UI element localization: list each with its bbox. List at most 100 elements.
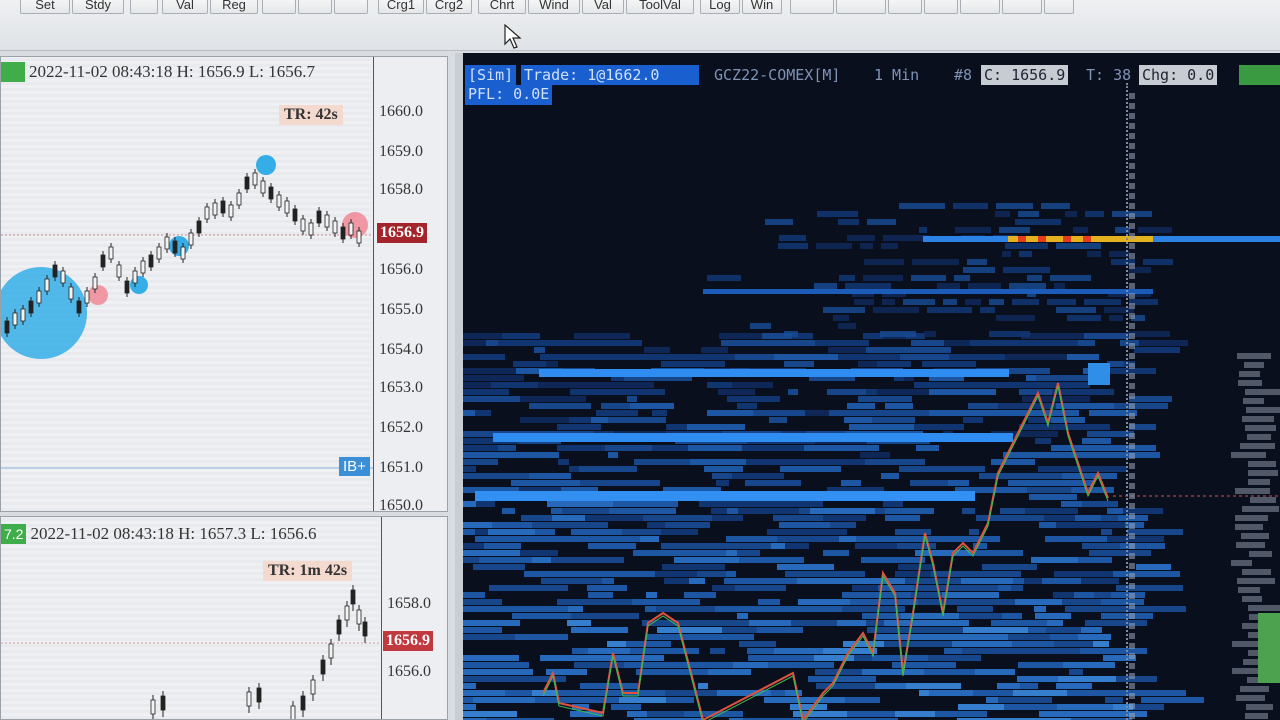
toolbar-button-set[interactable]: Set	[20, 0, 70, 14]
liquidity-band-hot	[1063, 236, 1071, 242]
liquidity-cell	[823, 515, 866, 521]
candle-body	[108, 246, 114, 260]
scale-tick	[1129, 673, 1135, 679]
liquidity-cell	[486, 718, 554, 720]
scale-tick	[1129, 693, 1135, 699]
liquidity-cell	[551, 508, 562, 514]
liquidity-cell	[633, 550, 664, 556]
candle-body	[188, 232, 194, 246]
liquidity-cell	[1129, 396, 1172, 402]
liquidity-cell	[1101, 515, 1118, 521]
liquidity-cell	[570, 599, 632, 605]
liquidity-cell	[748, 655, 814, 661]
scale-tick	[1129, 483, 1135, 489]
liquidity-cell	[737, 403, 757, 409]
liquidity-cell	[784, 331, 798, 337]
liquidity-cell	[571, 627, 628, 633]
liquidity-cell	[1012, 299, 1039, 305]
liquidity-cell	[622, 410, 638, 416]
liquidity-cell	[747, 648, 774, 654]
liquidity-cell	[622, 529, 661, 535]
liquidity-cell	[576, 522, 608, 528]
toolbar-button-val[interactable]: Val	[162, 0, 208, 14]
candle-body	[20, 308, 26, 322]
candle-body	[196, 220, 202, 234]
interval-label[interactable]: 1 Min	[874, 66, 920, 84]
liquidity-band	[703, 289, 1153, 294]
liquidity-cell	[867, 627, 934, 633]
price-chart-1[interactable]: 2022-11-02 08:43:18 H: 1656.9 L: 1656.7 …	[0, 56, 448, 512]
toolbar-button-blank-17[interactable]	[836, 0, 886, 14]
toolbar-button-toolval[interactable]: ToolVal	[626, 0, 694, 14]
scale-tick	[1129, 303, 1135, 309]
toolbar-button-chrt[interactable]: Chrt	[478, 0, 526, 14]
liquidity-cell	[1036, 382, 1090, 388]
liquidity-cell	[571, 613, 639, 619]
liquidity-cell	[974, 599, 1015, 605]
toolbar-button-val[interactable]: Val	[582, 0, 624, 14]
liquidity-cell	[1000, 508, 1025, 514]
chart-1-plot-area[interactable]	[1, 57, 373, 511]
candle-body	[276, 194, 282, 208]
toolbar-button-blank-16[interactable]	[790, 0, 834, 14]
toolbar-button-wind[interactable]: Wind	[528, 0, 580, 14]
scale-tick	[1129, 703, 1135, 709]
toolbar-button-blank-5[interactable]	[262, 0, 296, 14]
toolbar-button-blank-22[interactable]	[1044, 0, 1074, 14]
liquidity-cell	[540, 655, 604, 661]
liquidity-band	[539, 369, 1009, 377]
toolbar-button-blank-6[interactable]	[298, 0, 332, 14]
liquidity-cell	[1101, 368, 1156, 374]
chart-2-plot-area[interactable]	[1, 517, 381, 719]
scale-tick	[1129, 253, 1135, 259]
toolbar-button-win[interactable]: Win	[742, 0, 782, 14]
dom-tick	[1242, 623, 1271, 629]
liquidity-cell	[1088, 363, 1110, 385]
liquidity-cell	[1021, 333, 1084, 339]
liquidity-cell	[546, 340, 582, 346]
price-chart-2[interactable]: 7.2 2022-11-02 08:43:18 H: 1657.3 L: 165…	[0, 516, 448, 720]
toolbar-button-log[interactable]: Log	[700, 0, 740, 14]
liquidity-cell	[644, 347, 670, 353]
price-scale-column	[1126, 83, 1142, 720]
dom-tick	[1238, 380, 1262, 386]
liquidity-cell	[546, 361, 558, 367]
liquidity-cell	[1082, 501, 1118, 507]
toolbar-button-blank-18[interactable]	[888, 0, 922, 14]
toolbar-button-reg[interactable]: Reg	[210, 0, 258, 14]
toolbar-button-blank-2[interactable]	[130, 0, 158, 14]
toolbar-button-blank-19[interactable]	[924, 0, 958, 14]
liquidity-cell	[989, 299, 1004, 305]
liquidity-cell	[749, 557, 804, 563]
liquidity-cell	[996, 203, 1033, 209]
toolbar-button-blank-21[interactable]	[1002, 0, 1042, 14]
symbol-label[interactable]: GCZ22-COMEX[M]	[714, 66, 841, 84]
toolbar-button-crg2[interactable]: Crg2	[426, 0, 472, 14]
liquidity-cell	[755, 501, 823, 507]
liquidity-cell	[737, 550, 760, 556]
liquidity-cell	[1114, 403, 1168, 409]
liquidity-cell	[798, 599, 850, 605]
candle-body	[350, 589, 356, 605]
liquidity-cell	[899, 466, 961, 472]
toolbar-button-crg1[interactable]: Crg1	[378, 0, 424, 14]
liquidity-cell	[854, 299, 874, 305]
liquidity-cell	[719, 333, 762, 339]
status-badge	[1239, 65, 1280, 85]
liquidity-cell	[873, 307, 919, 313]
toolbar-button-blank-20[interactable]	[960, 0, 1000, 14]
liquidity-cell	[903, 299, 935, 305]
liquidity-cell	[971, 550, 1023, 556]
dom-tick	[1248, 479, 1270, 485]
toolbar-button-blank-7[interactable]	[334, 0, 368, 14]
liquidity-cell	[833, 315, 849, 321]
liquidity-cell	[463, 557, 479, 563]
liquidity-cell	[463, 487, 519, 493]
liquidity-cell	[570, 711, 602, 717]
liquidity-cell	[572, 648, 588, 654]
liquidity-cell	[780, 466, 841, 472]
liquidity-cell	[997, 683, 1020, 689]
heatmap-panel[interactable]: [Sim] Trade: 1@1662.0 GCZ22-COMEX[M] 1 M…	[455, 53, 1280, 720]
liquidity-cell	[1135, 452, 1160, 458]
toolbar-button-stdy[interactable]: Stdy	[72, 0, 124, 14]
